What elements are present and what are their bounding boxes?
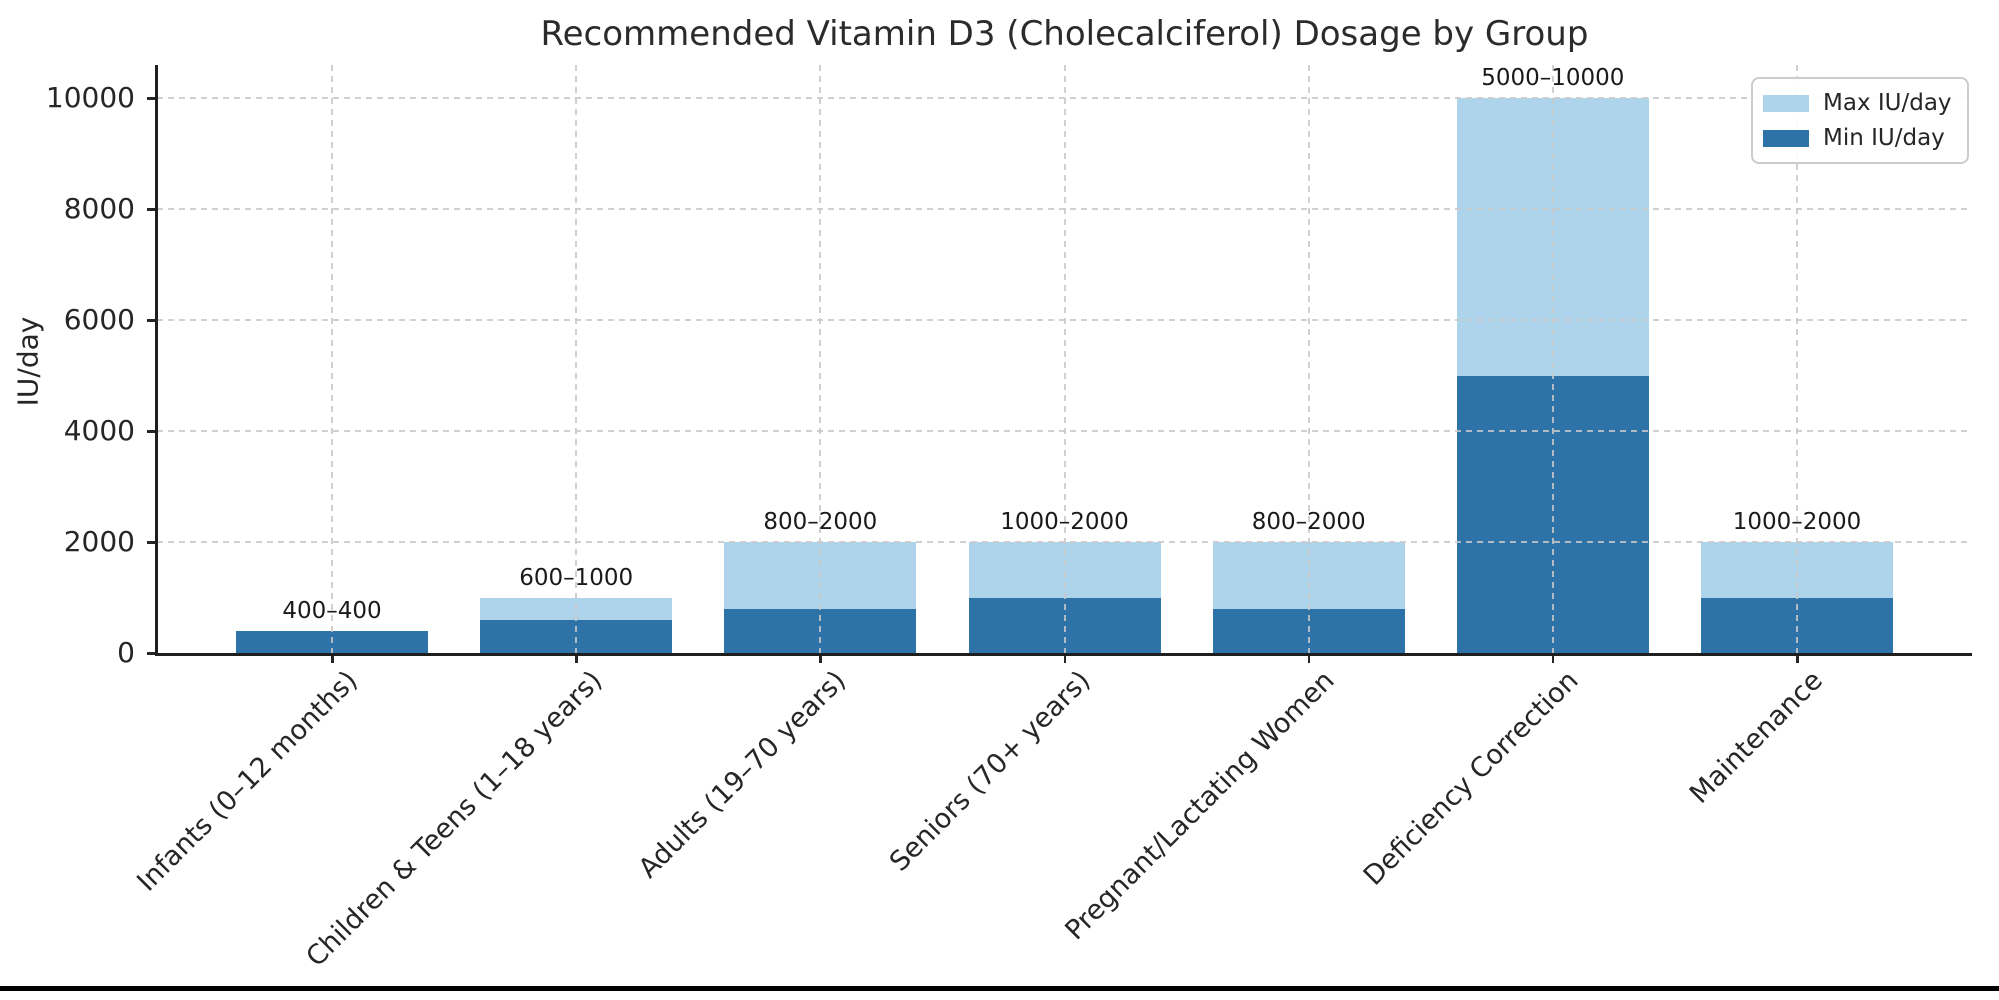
legend-swatch-icon <box>1763 94 1809 112</box>
x-tick-mark <box>331 653 334 663</box>
legend-label: Max IU/day <box>1823 90 1952 116</box>
bar-value-label: 1000–2000 <box>1000 509 1129 536</box>
x-axis-category-label: Deficiency Correction <box>1358 665 1585 892</box>
x-axis-category-label: Maintenance <box>1684 665 1829 810</box>
bar-value-label: 5000–10000 <box>1481 65 1625 92</box>
y-tick-label: 10000 <box>45 81 135 115</box>
bar-value-label: 800–2000 <box>763 509 878 536</box>
bar-value-label: 1000–2000 <box>1732 509 1862 536</box>
chart-title: Recommended Vitamin D3 (Cholecalciferol)… <box>540 14 1589 54</box>
x-axis-category-label: Seniors (70+ years) <box>883 665 1097 878</box>
legend-entry: Max IU/day <box>1763 90 1952 116</box>
y-tick-label: 4000 <box>63 414 135 448</box>
y-tick-mark <box>147 319 157 322</box>
x-axis-category-label: Infants (0–12 months) <box>131 665 364 898</box>
legend-entry: Min IU/day <box>1763 125 1952 151</box>
y-tick-label: 0 <box>117 636 135 669</box>
y-axis-spine <box>155 65 158 655</box>
y-axis-label: IU/day <box>11 316 45 407</box>
y-tick-label: 6000 <box>63 303 135 337</box>
x-gridline <box>1796 65 1798 653</box>
y-tick-label: 2000 <box>63 525 135 559</box>
bar-value-label: 400–400 <box>282 597 382 624</box>
legend-label: Min IU/day <box>1823 125 1945 151</box>
x-tick-mark <box>1307 653 1311 663</box>
y-tick-mark <box>147 430 157 433</box>
bar-value-label: 600–1000 <box>519 564 634 591</box>
x-gridline <box>1551 65 1554 653</box>
x-axis-category-label: Pregnant/Lactating Women <box>1059 665 1341 947</box>
y-tick-mark <box>147 652 157 655</box>
x-gridline <box>1307 65 1310 653</box>
x-axis-category-label: Adults (19–70 years) <box>632 665 853 885</box>
x-tick-mark <box>1796 653 1799 663</box>
x-axis-spine <box>155 653 1972 656</box>
x-tick-mark <box>1551 653 1555 663</box>
x-gridline <box>575 65 578 653</box>
x-axis-category-label: Children & Teens (1–18 years) <box>300 665 609 973</box>
y-tick-mark <box>147 97 157 100</box>
legend-swatch-icon <box>1763 129 1809 147</box>
bar-value-label: 800–2000 <box>1251 509 1366 536</box>
y-tick-mark <box>147 541 157 544</box>
x-tick-mark <box>819 653 822 663</box>
screen-bottom-edge <box>0 986 1999 991</box>
x-gridline <box>819 65 822 653</box>
legend: Max IU/day Min IU/day <box>1751 77 1969 164</box>
y-tick-mark <box>147 208 157 211</box>
x-tick-mark <box>1063 653 1066 663</box>
x-tick-mark <box>575 653 578 663</box>
x-gridline <box>331 65 333 653</box>
x-gridline <box>1063 65 1066 653</box>
y-tick-label: 8000 <box>63 192 135 226</box>
